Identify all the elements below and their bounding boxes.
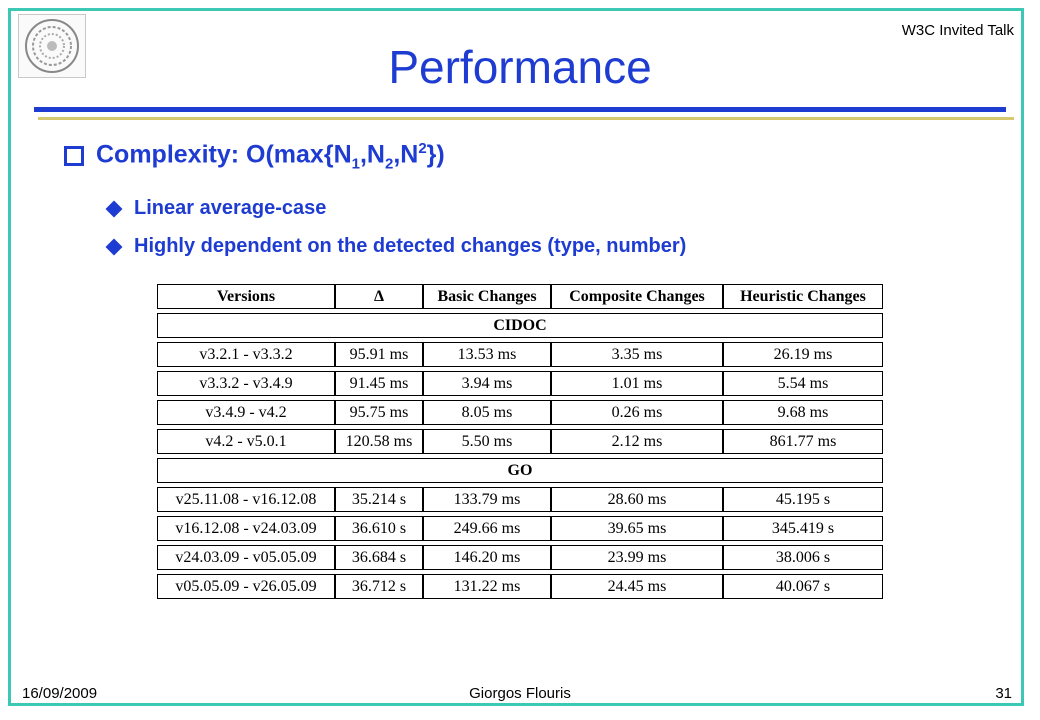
table-cell: 3.35 ms <box>551 342 723 367</box>
title-rule-secondary <box>38 117 1014 120</box>
group-row: CIDOC <box>157 313 883 338</box>
table-cell: 40.067 s <box>723 574 883 599</box>
table-cell: 35.214 s <box>335 487 423 512</box>
slide-title: Performance <box>388 41 652 93</box>
table-row: v3.2.1 - v3.3.2 95.91 ms 13.53 ms 3.35 m… <box>157 342 883 367</box>
table-cell: 5.54 ms <box>723 371 883 396</box>
table-row: v05.05.09 - v26.05.09 36.712 s 131.22 ms… <box>157 574 883 599</box>
table-cell: 24.45 ms <box>551 574 723 599</box>
table-cell: 9.68 ms <box>723 400 883 425</box>
table-cell: 249.66 ms <box>423 516 551 541</box>
diamond-bullet-icon <box>105 238 123 255</box>
group-row: GO <box>157 458 883 483</box>
title-rule-primary <box>34 107 1006 112</box>
table-cell: 131.22 ms <box>423 574 551 599</box>
diamond-bullet-icon <box>105 200 123 217</box>
table-cell: v16.12.08 - v24.03.09 <box>157 516 335 541</box>
table-cell: v05.05.09 - v26.05.09 <box>157 574 335 599</box>
table-cell: 13.53 ms <box>423 342 551 367</box>
header-cell: Composite Changes <box>551 284 723 309</box>
table-cell: 28.60 ms <box>551 487 723 512</box>
table-cell: 26.19 ms <box>723 342 883 367</box>
header-cell: Δ <box>335 284 423 309</box>
table-row: v3.3.2 - v3.4.9 91.45 ms 3.94 ms 1.01 ms… <box>157 371 883 396</box>
table-cell: v4.2 - v5.0.1 <box>157 429 335 454</box>
sub-bullet: Linear average-case <box>105 197 327 220</box>
table-cell: 861.77 ms <box>723 429 883 454</box>
table-cell: 45.195 s <box>723 487 883 512</box>
university-seal-icon <box>18 14 86 78</box>
table-cell: 36.712 s <box>335 574 423 599</box>
event-label: W3C Invited Talk <box>901 22 1014 39</box>
table-cell: v25.11.08 - v16.12.08 <box>157 487 335 512</box>
main-bullet: Complexity: O(max{N1,N2,N2}) <box>64 140 445 172</box>
table-header-row: Versions Δ Basic Changes Composite Chang… <box>157 284 883 309</box>
page-number: 31 <box>995 685 1012 702</box>
table-cell: v3.2.1 - v3.3.2 <box>157 342 335 367</box>
table-cell: 23.99 ms <box>551 545 723 570</box>
table-cell: 133.79 ms <box>423 487 551 512</box>
header-cell: Versions <box>157 284 335 309</box>
table-cell: 95.91 ms <box>335 342 423 367</box>
footer-author: Giorgos Flouris <box>469 685 571 702</box>
slide-frame <box>8 8 1024 706</box>
table-cell: v24.03.09 - v05.05.09 <box>157 545 335 570</box>
sub-bullet-text: Linear average-case <box>134 197 327 219</box>
table-cell: 3.94 ms <box>423 371 551 396</box>
table-row: v16.12.08 - v24.03.09 36.610 s 249.66 ms… <box>157 516 883 541</box>
main-bullet-text: Complexity: O(max{N1,N2,N2}) <box>96 140 445 173</box>
sub-bullet-text: Highly dependent on the detected changes… <box>134 235 687 257</box>
group-label: CIDOC <box>157 313 883 338</box>
table-cell: 5.50 ms <box>423 429 551 454</box>
header-cell: Heuristic Changes <box>723 284 883 309</box>
table-cell: 95.75 ms <box>335 400 423 425</box>
table-row: v3.4.9 - v4.2 95.75 ms 8.05 ms 0.26 ms 9… <box>157 400 883 425</box>
square-bullet-icon <box>64 146 84 167</box>
table-cell: 36.684 s <box>335 545 423 570</box>
sub-bullet: Highly dependent on the detected changes… <box>105 235 687 258</box>
table-cell: 8.05 ms <box>423 400 551 425</box>
table-row: v24.03.09 - v05.05.09 36.684 s 146.20 ms… <box>157 545 883 570</box>
table-row: v25.11.08 - v16.12.08 35.214 s 133.79 ms… <box>157 487 883 512</box>
table-cell: 345.419 s <box>723 516 883 541</box>
header-cell: Basic Changes <box>423 284 551 309</box>
table-cell: 1.01 ms <box>551 371 723 396</box>
table-cell: 38.006 s <box>723 545 883 570</box>
table-cell: 39.65 ms <box>551 516 723 541</box>
table-cell: 91.45 ms <box>335 371 423 396</box>
performance-table: Versions Δ Basic Changes Composite Chang… <box>157 280 883 603</box>
table-cell: 2.12 ms <box>551 429 723 454</box>
group-label: GO <box>157 458 883 483</box>
table-row: v4.2 - v5.0.1 120.58 ms 5.50 ms 2.12 ms … <box>157 429 883 454</box>
table-cell: 146.20 ms <box>423 545 551 570</box>
table-cell: v3.4.9 - v4.2 <box>157 400 335 425</box>
table-cell: 0.26 ms <box>551 400 723 425</box>
table-cell: 36.610 s <box>335 516 423 541</box>
table-cell: 120.58 ms <box>335 429 423 454</box>
table-cell: v3.3.2 - v3.4.9 <box>157 371 335 396</box>
footer-date: 16/09/2009 <box>22 685 98 702</box>
